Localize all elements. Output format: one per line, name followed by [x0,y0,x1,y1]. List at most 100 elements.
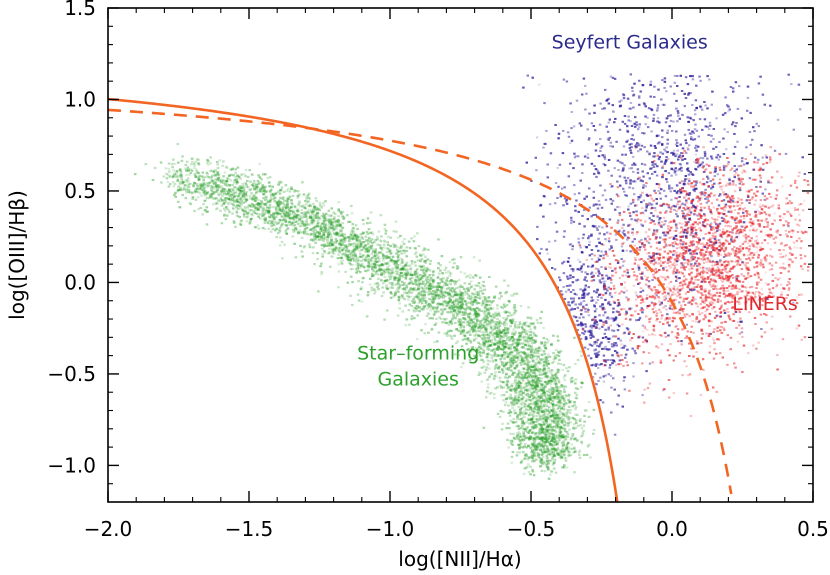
star-forming-point [341,242,344,245]
star-forming-point [341,252,344,255]
star-forming-point [461,338,465,341]
star-forming-point [316,212,319,215]
star-forming-point [551,389,555,392]
star-forming-point [385,262,389,266]
star-forming-point [557,418,561,421]
star-forming-point [372,241,376,244]
star-forming-point [403,249,407,252]
star-forming-point [224,218,228,221]
star-forming-point [330,243,334,246]
star-forming-point [547,450,550,453]
star-forming-point [539,400,543,403]
star-forming-point [561,444,564,448]
star-forming-point [255,184,258,187]
star-forming-point [393,259,396,262]
star-forming-point [545,428,548,431]
star-forming-point [436,288,440,292]
star-forming-point [441,310,444,313]
star-forming-point [515,348,519,351]
star-forming-point [415,283,418,286]
star-forming-point [563,464,566,467]
star-forming-point [240,207,243,211]
star-forming-point [356,259,360,262]
star-forming-point [571,379,575,382]
star-forming-point [468,306,471,309]
star-forming-point [558,451,562,454]
star-forming-point [276,212,280,215]
star-forming-point [192,162,196,165]
star-forming-point [296,190,300,193]
star-forming-point [541,436,544,439]
star-forming-point [440,313,443,316]
star-forming-point [286,227,290,230]
star-forming-point [539,403,543,406]
star-forming-point [431,279,435,282]
star-forming-point [305,223,308,226]
star-forming-point [561,466,564,469]
star-forming-point [518,414,521,417]
star-forming-point [364,244,368,247]
star-forming-point [277,205,280,208]
star-forming-point [235,174,239,177]
star-forming-point [419,278,422,281]
star-forming-point [485,327,488,330]
star-forming-point [352,245,356,248]
star-forming-point [503,342,506,345]
star-forming-point [535,368,539,371]
star-forming-point [248,222,252,225]
star-forming-point [502,336,505,339]
star-forming-point [190,169,194,172]
star-forming-point [517,340,520,343]
star-forming-point [394,291,397,294]
star-forming-point [179,175,182,178]
star-forming-point [217,184,221,187]
star-forming-point [465,302,469,305]
star-forming-point [367,250,370,253]
star-forming-point [547,367,550,370]
star-forming-point [244,193,247,196]
star-forming-point [459,321,463,324]
star-forming-point [195,183,199,186]
star-forming-point [539,444,543,447]
star-forming-point [275,201,278,205]
star-forming-point [545,419,548,422]
star-forming-point [505,323,509,326]
star-forming-point [377,283,380,286]
star-forming-point [458,300,461,303]
star-forming-point [356,238,359,241]
star-forming-point [561,368,564,371]
star-forming-point [542,440,545,443]
star-forming-point [310,208,314,211]
star-forming-point [480,380,483,383]
star-forming-point [554,382,558,385]
star-forming-point [533,460,536,463]
star-forming-point [205,196,209,200]
star-forming-point [514,437,517,441]
star-forming-point [468,312,472,315]
star-forming-point [235,200,238,203]
star-forming-point [446,302,449,305]
star-forming-point [493,335,497,338]
star-forming-point [528,360,532,364]
star-forming-point [366,237,370,240]
star-forming-point [277,199,281,202]
star-forming-point [329,220,333,223]
star-forming-point [216,199,220,202]
star-forming-point [479,320,483,323]
star-forming-point [554,471,558,474]
star-forming-point [514,376,518,379]
star-forming-point [531,366,534,369]
star-forming-point [242,189,245,192]
star-forming-point [547,462,550,465]
star-forming-point [193,181,196,184]
star-forming-point [225,179,229,182]
star-forming-point [538,395,541,398]
star-forming-point [490,344,493,348]
star-forming-point [515,365,518,368]
star-forming-point [414,269,418,273]
star-forming-point [351,264,355,267]
star-forming-point [197,162,200,165]
star-forming-point [500,331,503,334]
star-forming-point [505,390,509,394]
star-forming-point [533,425,536,428]
